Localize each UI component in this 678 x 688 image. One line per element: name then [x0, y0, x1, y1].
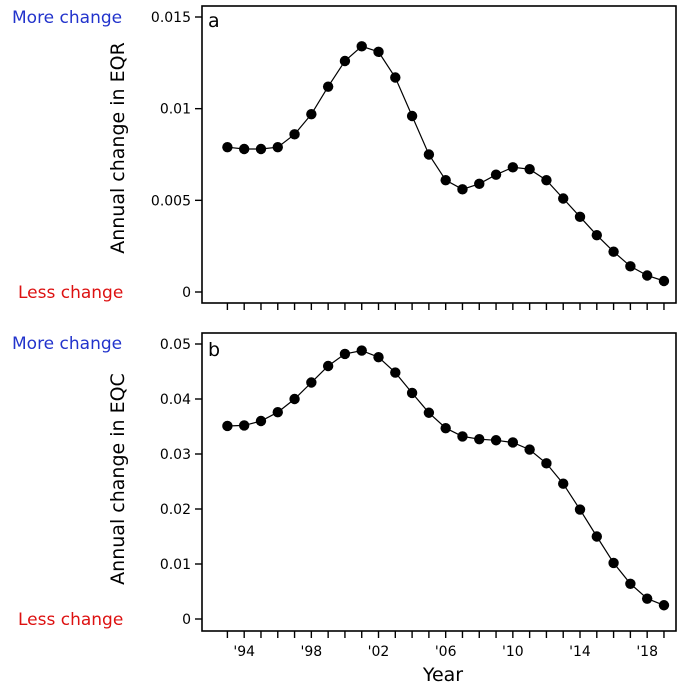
data-point	[474, 178, 485, 190]
panel-a-y-axis-title: Annual change in EQR	[107, 42, 129, 254]
data-point	[507, 162, 519, 173]
data-point	[440, 174, 451, 186]
panel-b-less-change-label: Less change	[18, 610, 123, 630]
data-point	[306, 377, 317, 388]
data-point	[255, 143, 267, 155]
data-point	[356, 41, 367, 52]
data-point	[222, 420, 233, 432]
y-tick-label: 0.01	[160, 102, 191, 118]
panel-b: b More change Less change Annual change …	[12, 332, 677, 686]
data-point	[289, 129, 300, 140]
panel-a-y-axis: 0 0.005 0.01 0.015	[151, 10, 202, 301]
data-point	[322, 81, 334, 92]
data-point	[524, 444, 535, 455]
panel-b-letter: b	[208, 339, 220, 361]
y-tick-label: 0.04	[160, 392, 191, 408]
panel-b-x-axis: '94 '98 '02 '06 '10 '14 '18	[226, 631, 665, 660]
panel-a-series	[222, 41, 670, 287]
data-point	[641, 593, 653, 604]
data-point	[222, 141, 233, 153]
y-tick-label: 0.02	[160, 502, 191, 518]
series-line	[227, 349, 665, 606]
panel-a-frame	[201, 5, 677, 304]
data-point	[507, 437, 519, 448]
y-tick-label: 0.05	[160, 337, 191, 353]
data-point	[356, 345, 367, 356]
y-tick-label: 0	[182, 612, 191, 628]
data-point	[625, 261, 636, 272]
panel-b-more-change-label: More change	[12, 334, 122, 354]
panel-a-more-change-label: More change	[12, 8, 122, 28]
data-point	[406, 110, 418, 122]
data-point	[457, 184, 468, 195]
x-tick-label: '10	[502, 644, 524, 660]
y-tick-label: 0.01	[160, 557, 191, 573]
data-point	[541, 174, 552, 186]
data-point	[574, 504, 586, 515]
data-point	[406, 387, 418, 399]
data-point	[423, 149, 435, 160]
x-tick-label: '06	[435, 644, 457, 660]
data-point	[658, 275, 670, 287]
data-point	[558, 193, 569, 204]
data-point	[373, 352, 384, 363]
data-point	[490, 169, 502, 180]
x-tick-label: '98	[301, 644, 323, 660]
data-point	[457, 431, 468, 442]
panel-a-letter: a	[208, 10, 220, 32]
data-point	[238, 143, 250, 155]
panel-b-y-axis: 0 0.01 0.02 0.03 0.04 0.05	[160, 337, 202, 628]
data-point	[339, 55, 351, 67]
data-point	[322, 360, 334, 372]
y-tick-label: 0	[182, 285, 191, 301]
x-tick-label: '94	[233, 644, 255, 660]
data-point	[608, 557, 619, 569]
data-point	[289, 393, 300, 405]
data-point	[373, 46, 384, 58]
data-point	[423, 407, 435, 418]
y-tick-label: 0.015	[151, 10, 191, 26]
data-point	[390, 367, 401, 378]
y-tick-label: 0.03	[160, 447, 191, 463]
data-point	[608, 246, 619, 257]
data-point	[272, 141, 283, 153]
panel-b-series	[222, 345, 670, 611]
data-point	[541, 458, 552, 469]
panel-a-less-change-label: Less change	[18, 283, 123, 303]
panel-b-x-axis-title: Year	[422, 664, 463, 686]
x-tick-label: '02	[368, 644, 390, 660]
data-point	[238, 420, 250, 431]
x-tick-label: '18	[636, 644, 658, 660]
data-point	[591, 531, 602, 542]
data-point	[641, 270, 653, 281]
data-point	[574, 211, 586, 223]
data-point	[339, 348, 351, 360]
data-point	[591, 229, 602, 241]
data-point	[440, 422, 451, 434]
data-point	[306, 108, 317, 120]
data-point	[490, 435, 502, 446]
y-tick-label: 0.005	[151, 193, 191, 209]
data-point	[625, 578, 636, 589]
panel-b-y-axis-title: Annual change in EQC	[107, 373, 129, 585]
data-point	[474, 433, 485, 445]
panel-a-x-axis	[226, 303, 665, 310]
panel-b-frame	[201, 332, 677, 632]
data-point	[524, 163, 535, 175]
data-point	[390, 72, 401, 83]
data-point	[272, 407, 283, 418]
data-point	[558, 478, 569, 489]
series-line	[227, 45, 665, 282]
data-point	[255, 415, 267, 427]
panel-a: a More change Less change Annual change …	[12, 5, 677, 310]
x-tick-label: '14	[569, 644, 591, 660]
data-point	[658, 600, 670, 611]
